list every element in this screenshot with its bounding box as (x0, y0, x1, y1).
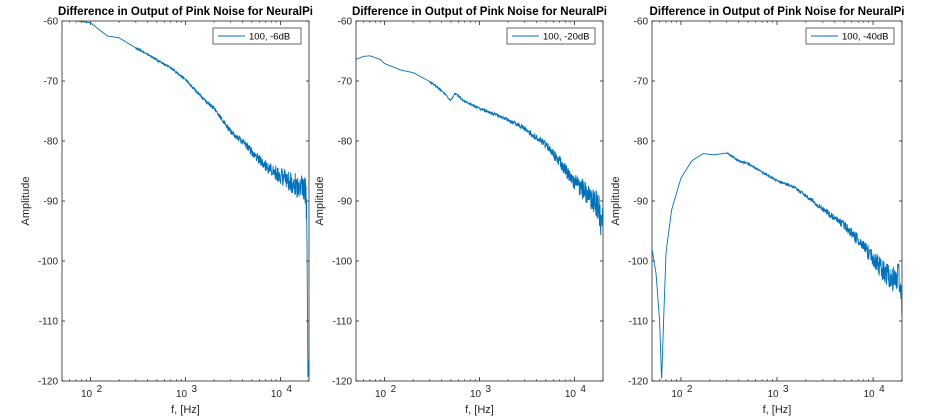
x-tick-label: 10 (271, 389, 283, 400)
series-line (62, 21, 309, 378)
chart-title: Difference in Output of Pink Noise for N… (650, 6, 905, 18)
axes-box (651, 20, 903, 382)
y-tick-label: -80 (634, 137, 649, 148)
y-tick-label: -70 (44, 77, 59, 88)
y-axis-label: Amplitude (610, 177, 622, 226)
x-tick-exponent: 3 (783, 384, 789, 395)
x-tick-exponent: 4 (879, 384, 885, 395)
subplot-3: Difference in Output of Pink Noise for N… (610, 6, 904, 416)
x-tick-label: 10 (470, 389, 482, 400)
y-tick-label: -100 (332, 257, 352, 268)
x-tick-label: 10 (671, 389, 683, 400)
legend-box (212, 27, 302, 45)
y-tick-label: -120 (332, 377, 352, 388)
y-tick-label: -120 (38, 377, 58, 388)
y-tick-label: -80 (338, 137, 353, 148)
series-line (652, 152, 902, 379)
y-tick-label: -60 (338, 17, 353, 28)
x-tick-label: 10 (375, 389, 387, 400)
chart-title: Difference in Output of Pink Noise for N… (352, 6, 607, 18)
subplot-2: Difference in Output of Pink Noise for N… (314, 6, 607, 416)
legend-entry: 100, -40dB (842, 32, 888, 43)
x-tick-label: 10 (176, 389, 188, 400)
x-axis-label: f, [Hz] (763, 404, 792, 416)
series-line (356, 55, 603, 236)
chart-title: Difference in Output of Pink Noise for N… (58, 6, 313, 18)
y-axis-label: Amplitude (314, 177, 326, 226)
y-tick-label: -60 (44, 17, 59, 28)
y-axis-label: Amplitude (20, 177, 32, 226)
x-tick-exponent: 2 (687, 384, 693, 395)
x-axis-label: f, [Hz] (171, 404, 200, 416)
y-tick-label: -90 (44, 197, 59, 208)
y-tick-label: -110 (333, 317, 353, 328)
y-tick-label: -70 (634, 77, 649, 88)
x-tick-exponent: 4 (580, 384, 586, 395)
y-tick-label: -90 (338, 197, 353, 208)
x-tick-label: 10 (565, 389, 577, 400)
axes-box (355, 20, 604, 382)
y-tick-label: -90 (634, 197, 649, 208)
legend-entry: 100, -6dB (249, 32, 290, 43)
x-tick-exponent: 2 (391, 384, 397, 395)
y-tick-label: -110 (39, 317, 59, 328)
y-tick-label: -120 (628, 377, 648, 388)
x-tick-exponent: 2 (97, 384, 103, 395)
y-tick-label: -70 (338, 77, 353, 88)
y-tick-label: -60 (634, 17, 649, 28)
y-tick-label: -80 (44, 137, 59, 148)
subplot-1: Difference in Output of Pink Noise for N… (20, 6, 313, 416)
x-tick-label: 10 (81, 389, 93, 400)
axes-box (61, 20, 310, 382)
legend-entry: 100, -20dB (543, 32, 589, 43)
x-tick-label: 10 (767, 389, 779, 400)
legend-box (805, 27, 895, 45)
x-tick-exponent: 4 (286, 384, 292, 395)
legend-box (506, 27, 596, 45)
x-tick-exponent: 3 (486, 384, 492, 395)
y-tick-label: -100 (38, 257, 58, 268)
y-tick-label: -110 (629, 317, 649, 328)
y-tick-label: -100 (628, 257, 648, 268)
x-axis-label: f, [Hz] (465, 404, 494, 416)
x-tick-exponent: 3 (192, 384, 198, 395)
x-tick-label: 10 (864, 389, 876, 400)
